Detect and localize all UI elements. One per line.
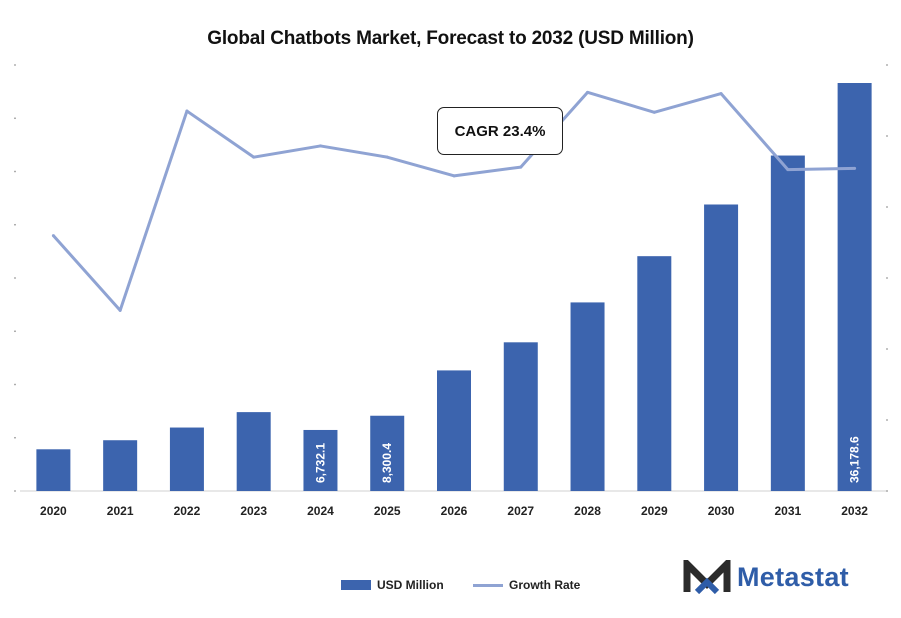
growth-point-2028[interactable]: [586, 90, 590, 94]
legend-item-usd-million[interactable]: USD Million: [341, 578, 444, 592]
metastat-logo: Metastat: [683, 560, 849, 594]
metastat-logo-text: Metastat: [737, 561, 849, 592]
bar-2029[interactable]: [637, 256, 672, 491]
growth-point-2023[interactable]: [252, 155, 256, 159]
growth-point-2031[interactable]: [786, 168, 790, 172]
left-axis-tick: [14, 490, 16, 492]
data-label-2032: 36,178.6: [848, 436, 862, 483]
left-axis-tick: [14, 383, 16, 386]
growth-point-2020[interactable]: [51, 234, 55, 238]
x-tick-label-2030: 2030: [708, 504, 735, 518]
growth-point-2032[interactable]: [853, 166, 857, 170]
bar-2023[interactable]: [236, 412, 271, 491]
growth-point-2026[interactable]: [452, 174, 456, 178]
right-axis-tick: [886, 348, 888, 350]
right-axis-tick: [886, 490, 888, 492]
x-tick-label-2021: 2021: [107, 504, 134, 518]
bar-2020[interactable]: [36, 449, 71, 491]
data-label-2025: 8,300.4: [380, 443, 394, 483]
x-tick-label-2022: 2022: [174, 504, 201, 518]
x-tick-label-2025: 2025: [374, 504, 401, 518]
left-axis-tick: [14, 277, 16, 279]
x-tick-label-2020: 2020: [40, 504, 67, 518]
bars-layer: [36, 83, 872, 492]
bar-2024[interactable]: [303, 429, 338, 491]
right-axis-tick: [886, 64, 888, 66]
cagr-annotation: CAGR 23.4%: [437, 107, 563, 155]
legend-item-growth-rate[interactable]: Growth Rate: [473, 578, 580, 592]
bar-2025[interactable]: [370, 415, 405, 491]
bar-2026[interactable]: [437, 370, 471, 491]
bar-2028[interactable]: [570, 302, 605, 491]
x-tick-label-2032: 2032: [841, 504, 868, 518]
x-tick-label-2029: 2029: [641, 504, 668, 518]
bar-2032[interactable]: [837, 83, 872, 491]
growth-point-2024[interactable]: [318, 144, 322, 148]
left-axis-tick: [14, 436, 16, 439]
legend-line-swatch: [473, 583, 503, 587]
growth-point-2021[interactable]: [118, 308, 122, 312]
growth-point-2027[interactable]: [519, 165, 523, 169]
x-tick-label-2026: 2026: [441, 504, 468, 518]
left-axis-tick: [14, 223, 16, 226]
chart-title: Global Chatbots Market, Forecast to 2032…: [207, 28, 694, 49]
growth-point-2025[interactable]: [385, 155, 389, 159]
bar-2021[interactable]: [103, 440, 138, 491]
labels-layer: 2020 2021 2022 2023 2024 2025 2026 2027 2028 2029…: [40, 436, 868, 518]
x-tick-label-2028: 2028: [574, 504, 601, 518]
left-axis-tick: [14, 330, 16, 333]
x-tick-label-2027: 2027: [507, 504, 534, 518]
left-axis-tick: [14, 170, 16, 173]
bar-2022[interactable]: [169, 427, 204, 491]
legend-label-usd-million: USD Million: [377, 578, 444, 592]
right-axis-tick: [886, 206, 888, 208]
left-axis-tick: [14, 117, 16, 120]
left-axis-tick: [14, 64, 16, 66]
right-axis-tick: [886, 135, 888, 137]
data-label-2024: 6,732.1: [313, 443, 327, 483]
x-tick-label-2024: 2024: [307, 504, 334, 518]
metastat-logo-icon: [683, 560, 731, 594]
bar-2031[interactable]: [770, 155, 805, 492]
x-tick-label-2031: 2031: [774, 504, 801, 518]
right-axis-tick: [886, 277, 888, 279]
growth-point-2029[interactable]: [652, 110, 656, 114]
growth-point-2022[interactable]: [185, 109, 189, 113]
right-axis-tick: [886, 419, 888, 421]
growth-line-layer: [51, 90, 857, 312]
growth-point-2030[interactable]: [719, 92, 723, 96]
bar-2027[interactable]: [503, 342, 538, 491]
legend-bar-swatch: [341, 580, 371, 590]
bar-2030[interactable]: [704, 204, 739, 491]
legend-label-growth-rate: Growth Rate: [509, 578, 581, 592]
x-tick-label-2023: 2023: [240, 504, 267, 518]
